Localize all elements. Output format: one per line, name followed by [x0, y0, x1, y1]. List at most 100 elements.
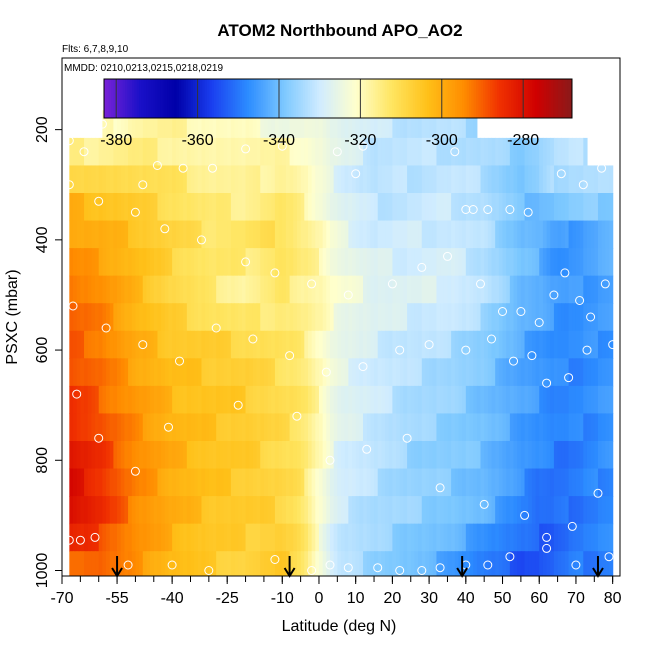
- heatmap-cell: [440, 220, 445, 249]
- heatmap-cell: [374, 275, 379, 304]
- heatmap-cell: [212, 496, 217, 525]
- heatmap-cell: [87, 385, 92, 415]
- heatmap-cell: [506, 358, 511, 387]
- heatmap-cell: [377, 220, 382, 249]
- colorbar-segment: [272, 79, 276, 118]
- heatmap-cell: [252, 496, 258, 525]
- heatmap-cell: [403, 330, 408, 359]
- sample-point: [248, 334, 258, 344]
- heatmap-cell: [190, 248, 195, 277]
- heatmap-cell: [517, 440, 522, 470]
- heatmap-cell: [146, 468, 151, 497]
- heatmap-cell: [113, 551, 118, 576]
- heatmap-cell: [366, 496, 371, 525]
- heatmap-cell: [546, 523, 551, 552]
- sample-point: [321, 367, 331, 377]
- colorbar-segment: [267, 79, 271, 118]
- heatmap-cell: [146, 330, 151, 359]
- sample-point: [325, 560, 335, 570]
- heatmap-cell: [410, 110, 416, 139]
- heatmap-cell: [252, 165, 258, 194]
- heatmap-cell: [267, 523, 272, 552]
- heatmap-cell: [458, 193, 463, 222]
- heatmap-cell: [352, 193, 357, 222]
- heatmap-cell: [341, 551, 346, 576]
- heatmap-cell: [98, 193, 103, 222]
- heatmap-cell: [451, 275, 456, 304]
- heatmap-cell: [76, 137, 81, 167]
- heatmap-cell: [326, 193, 331, 222]
- heatmap-cell: [498, 358, 504, 387]
- sample-point: [505, 552, 515, 562]
- heatmap-cell: [293, 275, 298, 304]
- colorbar-segment: [382, 79, 386, 118]
- heatmap-cell: [429, 137, 434, 167]
- heatmap-cell: [348, 385, 353, 415]
- heatmap-cell: [557, 385, 562, 415]
- colorbar-ticks: -380 -360 -340 -320 -300 -280: [100, 79, 539, 149]
- heatmap-cell: [381, 551, 386, 576]
- heatmap-cell: [520, 193, 526, 222]
- heatmap-cell: [95, 165, 100, 194]
- colorbar-segment: [539, 79, 543, 118]
- heatmap-cell: [359, 523, 364, 552]
- heatmap-cell: [326, 440, 331, 470]
- heatmap-cell: [106, 523, 111, 552]
- heatmap-cell: [355, 551, 360, 576]
- heatmap-cell: [575, 468, 581, 497]
- heatmap-cell: [98, 468, 103, 497]
- heatmap-cell: [432, 110, 438, 139]
- heatmap-cell: [410, 193, 416, 222]
- heatmap-cell: [274, 468, 280, 497]
- heatmap-cell: [429, 413, 434, 442]
- heatmap-cell: [289, 330, 294, 359]
- heatmap-cell: [458, 220, 463, 249]
- heatmap-cell: [315, 303, 320, 332]
- heatmap-cell: [550, 496, 555, 525]
- heatmap-cell: [528, 468, 533, 497]
- heatmap-cell: [513, 468, 518, 497]
- heatmap-cell: [260, 440, 265, 470]
- heatmap-cell: [480, 413, 485, 442]
- heatmap-cell: [146, 551, 151, 576]
- heatmap-cell: [608, 220, 614, 249]
- heatmap-cell: [601, 165, 606, 194]
- heatmap-cell: [429, 358, 434, 387]
- sample-point: [549, 290, 559, 300]
- heatmap-cell: [109, 413, 114, 442]
- heatmap-cell: [161, 440, 166, 470]
- sample-point: [241, 257, 251, 267]
- heatmap-cell: [161, 551, 166, 576]
- heatmap-cell: [128, 358, 133, 387]
- heatmap-cell: [410, 220, 416, 249]
- heatmap-cell: [190, 413, 195, 442]
- heatmap-cell: [238, 468, 243, 497]
- heatmap-cell: [161, 413, 166, 442]
- heatmap-cell: [238, 358, 243, 387]
- heatmap-cell: [296, 275, 302, 304]
- heatmap-cell: [443, 468, 449, 497]
- heatmap-cell: [381, 385, 386, 415]
- heatmap-cell: [443, 137, 449, 167]
- heatmap-cell: [208, 303, 214, 332]
- heatmap-cell: [164, 137, 170, 167]
- colorbar-segment: [417, 79, 421, 118]
- heatmap-cell: [150, 110, 155, 139]
- heatmap-cell: [436, 413, 441, 442]
- heatmap-cell: [241, 330, 247, 359]
- colorbar-segment: [279, 79, 283, 118]
- heatmap-cell: [355, 275, 360, 304]
- heatmap-cell: [363, 220, 368, 249]
- heatmap-cell: [252, 440, 258, 470]
- heatmap-cell: [124, 551, 129, 576]
- heatmap-cell: [139, 385, 144, 415]
- heatmap-cell: [223, 385, 228, 415]
- heatmap-cell: [421, 468, 427, 497]
- heatmap-cell: [462, 220, 467, 249]
- heatmap-cell: [234, 110, 239, 139]
- heatmap-cell: [186, 137, 192, 167]
- heatmap-cell: [252, 413, 258, 442]
- heatmap-cell: [410, 330, 416, 359]
- heatmap-cell: [392, 358, 397, 387]
- heatmap-cell: [201, 440, 206, 470]
